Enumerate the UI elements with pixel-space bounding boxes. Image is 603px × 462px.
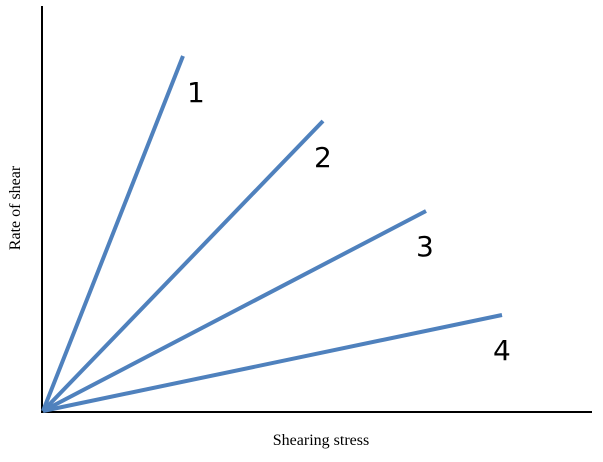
y-axis-label: Rate of shear (7, 165, 24, 250)
line-label: 4 (493, 334, 511, 367)
line-label: 3 (416, 230, 434, 263)
flow-line (41, 55, 185, 412)
flow-line (42, 209, 427, 413)
flow-line (42, 313, 503, 413)
line-label: 1 (187, 76, 205, 109)
flow-line (41, 119, 325, 413)
line-label: 2 (314, 141, 332, 174)
x-axis-label: Shearing stress (273, 432, 369, 449)
